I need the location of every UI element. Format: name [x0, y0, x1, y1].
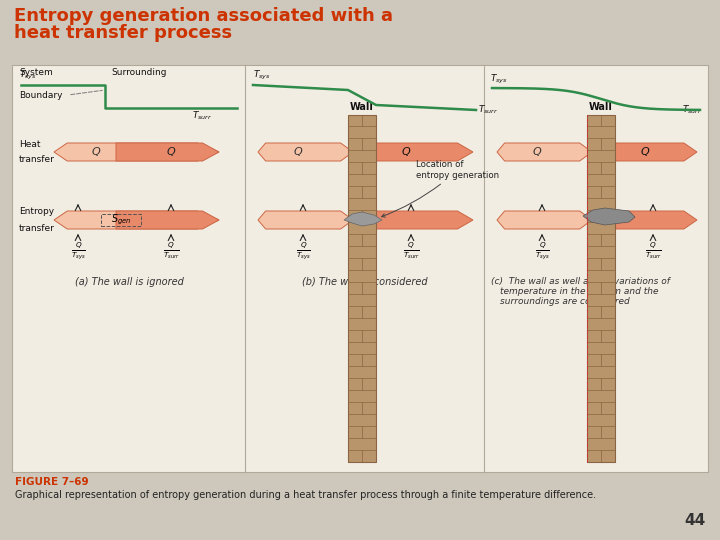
Text: Wall: Wall	[589, 102, 613, 112]
Polygon shape	[116, 211, 219, 229]
Text: Wall: Wall	[350, 102, 374, 112]
Text: $\frac{Q}{T_{sys}}$: $\frac{Q}{T_{sys}}$	[534, 241, 549, 262]
Text: Heat: Heat	[19, 140, 40, 149]
Text: System: System	[19, 68, 53, 77]
Text: Entropy: Entropy	[19, 207, 54, 216]
Polygon shape	[376, 143, 473, 161]
Polygon shape	[497, 143, 592, 161]
Text: Graphical representation of entropy generation during a heat transfer process th: Graphical representation of entropy gene…	[15, 490, 596, 500]
Text: $\frac{Q}{T_{sys}}$: $\frac{Q}{T_{sys}}$	[295, 241, 310, 262]
Text: $T_{surr}$: $T_{surr}$	[192, 110, 212, 123]
Text: $T_{sys}$: $T_{sys}$	[490, 73, 508, 86]
Text: Entropy generation associated with a: Entropy generation associated with a	[14, 7, 393, 25]
Bar	[101, 214, 141, 226]
Text: FIGURE 7–69: FIGURE 7–69	[15, 477, 89, 487]
Text: $\frac{Q}{T_{surr}}$: $\frac{Q}{T_{surr}}$	[402, 241, 419, 261]
Polygon shape	[344, 212, 382, 226]
Polygon shape	[376, 211, 473, 229]
Text: temperature in the system and the: temperature in the system and the	[500, 287, 659, 296]
Text: $\frac{Q}{T_{sys}}$: $\frac{Q}{T_{sys}}$	[71, 241, 86, 262]
Text: heat transfer process: heat transfer process	[14, 24, 232, 42]
Text: Surrounding: Surrounding	[111, 68, 166, 77]
Text: $\frac{Q}{T_{surr}}$: $\frac{Q}{T_{surr}}$	[644, 241, 662, 261]
Text: surroundings are considered: surroundings are considered	[500, 297, 630, 306]
Text: $Q$: $Q$	[91, 145, 101, 159]
Polygon shape	[615, 211, 697, 229]
Text: $\frac{Q}{T_{surr}}$: $\frac{Q}{T_{surr}}$	[163, 241, 179, 261]
Text: Location of
entropy generation: Location of entropy generation	[382, 160, 499, 217]
Text: (b) The wall is considered: (b) The wall is considered	[302, 277, 427, 287]
Bar	[12, 65, 708, 472]
Text: $T_{surr}$: $T_{surr}$	[478, 104, 498, 116]
Bar	[348, 115, 376, 462]
Text: $Q$: $Q$	[640, 145, 650, 159]
Text: Boundary: Boundary	[19, 91, 63, 99]
Text: $Q$: $Q$	[532, 145, 542, 159]
Polygon shape	[258, 143, 353, 161]
Text: transfer: transfer	[19, 155, 55, 164]
Text: $Q$: $Q$	[166, 145, 176, 159]
Text: (c)  The wall as well as the variations of: (c) The wall as well as the variations o…	[491, 277, 670, 286]
Text: (a) The wall is ignored: (a) The wall is ignored	[75, 277, 184, 287]
Text: $Q$: $Q$	[293, 145, 303, 159]
Text: $T_{sys}$: $T_{sys}$	[19, 69, 37, 82]
Polygon shape	[497, 211, 592, 229]
Polygon shape	[54, 143, 219, 161]
Text: $T_{surr}$: $T_{surr}$	[682, 104, 702, 116]
Text: 44: 44	[685, 513, 706, 528]
Bar	[587, 115, 615, 462]
Polygon shape	[54, 211, 219, 229]
Text: transfer: transfer	[19, 224, 55, 233]
Text: $Q$: $Q$	[401, 145, 411, 159]
Text: $T_{sys}$: $T_{sys}$	[253, 69, 271, 82]
Polygon shape	[116, 143, 219, 161]
Text: $S_{gen}$: $S_{gen}$	[111, 213, 131, 227]
Polygon shape	[258, 211, 353, 229]
Polygon shape	[615, 143, 697, 161]
Polygon shape	[583, 208, 635, 225]
